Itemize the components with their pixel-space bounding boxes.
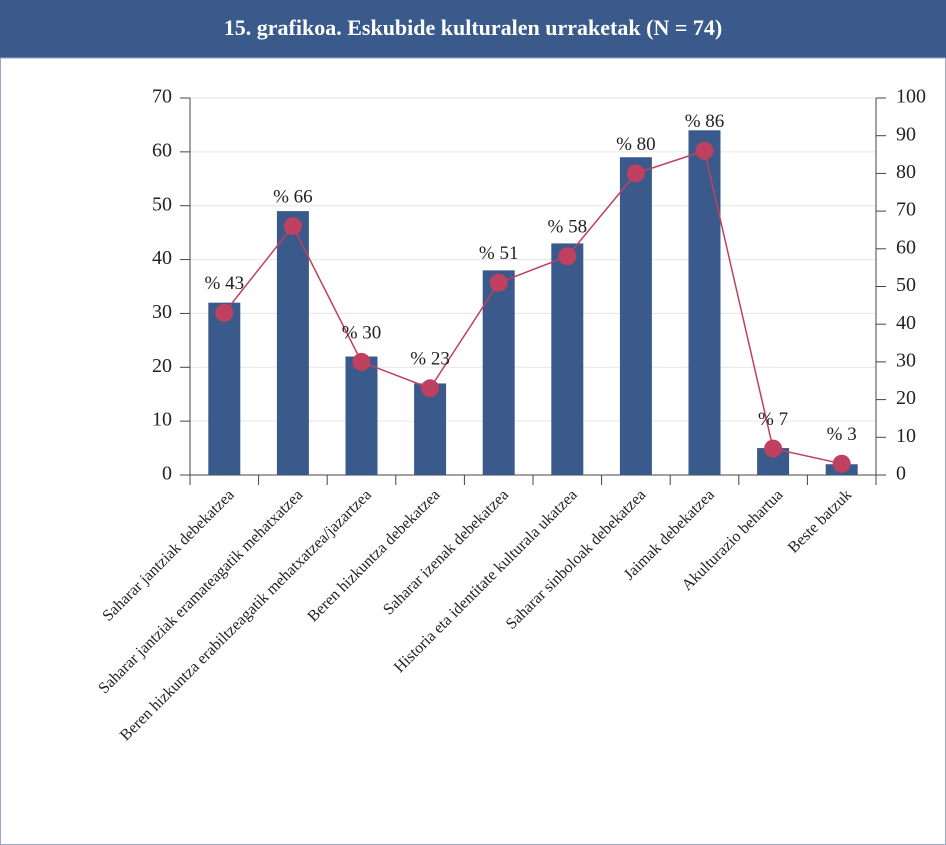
marker bbox=[558, 247, 577, 266]
y2-tick-label: 60 bbox=[896, 236, 916, 258]
x-tick-label: Beren hizkuntza debekatzea bbox=[305, 486, 444, 625]
y2-tick-label: 70 bbox=[896, 199, 916, 221]
y-tick-label: 60 bbox=[152, 139, 172, 161]
y-tick-label: 40 bbox=[152, 247, 172, 269]
data-label: % 80 bbox=[616, 134, 656, 155]
y-tick-label: 30 bbox=[152, 301, 172, 323]
data-label: % 58 bbox=[548, 217, 588, 238]
data-label: % 66 bbox=[273, 187, 313, 208]
data-label: % 30 bbox=[342, 322, 382, 343]
y-tick-label: 70 bbox=[152, 86, 172, 108]
y2-tick-label: 40 bbox=[896, 312, 916, 334]
y2-tick-label: 0 bbox=[896, 463, 906, 485]
marker bbox=[283, 217, 302, 236]
x-tick-label: Beste batzuk bbox=[785, 486, 855, 556]
marker bbox=[215, 303, 234, 322]
y2-tick-label: 90 bbox=[896, 123, 916, 145]
y-tick-label: 50 bbox=[152, 193, 172, 215]
y2-tick-label: 30 bbox=[896, 349, 916, 371]
marker bbox=[626, 164, 645, 183]
marker bbox=[421, 379, 440, 398]
y2-tick-label: 20 bbox=[896, 387, 916, 409]
data-label: % 3 bbox=[827, 424, 857, 445]
title-bar bbox=[0, 0, 946, 58]
data-label: % 86 bbox=[685, 111, 725, 132]
y2-tick-label: 50 bbox=[896, 274, 916, 296]
marker bbox=[832, 454, 851, 473]
y-tick-label: 10 bbox=[152, 409, 172, 431]
x-tick-label: Saharar jantziak debekatzea bbox=[99, 486, 237, 624]
x-tick-label: Saharar izenak debekatzea bbox=[380, 486, 512, 618]
marker bbox=[764, 439, 783, 458]
bar bbox=[208, 302, 241, 475]
bar bbox=[345, 356, 378, 475]
bar bbox=[551, 243, 584, 475]
data-label: % 7 bbox=[758, 409, 788, 430]
y2-tick-label: 80 bbox=[896, 161, 916, 183]
bar bbox=[414, 383, 447, 475]
data-label: % 43 bbox=[205, 273, 245, 294]
marker bbox=[352, 352, 371, 371]
bar bbox=[619, 157, 652, 475]
marker bbox=[695, 141, 714, 160]
data-label: % 23 bbox=[410, 349, 450, 370]
x-tick-label: Saharar sinboloak debekatzea bbox=[503, 486, 649, 632]
y-tick-label: 0 bbox=[162, 463, 172, 485]
data-label: % 51 bbox=[479, 243, 519, 264]
bar bbox=[688, 130, 721, 476]
chart-title: 15. grafikoa. Eskubide kulturalen urrake… bbox=[224, 15, 722, 40]
bar bbox=[482, 270, 515, 475]
bar bbox=[276, 211, 309, 475]
line bbox=[223, 149, 842, 465]
x-tick-label: Beren hizkuntza erabiltzeagatik mehatxat… bbox=[117, 486, 375, 744]
y2-tick-label: 100 bbox=[896, 86, 926, 108]
y2-tick-label: 10 bbox=[896, 425, 916, 447]
y-tick-label: 20 bbox=[152, 355, 172, 377]
marker bbox=[489, 273, 508, 292]
